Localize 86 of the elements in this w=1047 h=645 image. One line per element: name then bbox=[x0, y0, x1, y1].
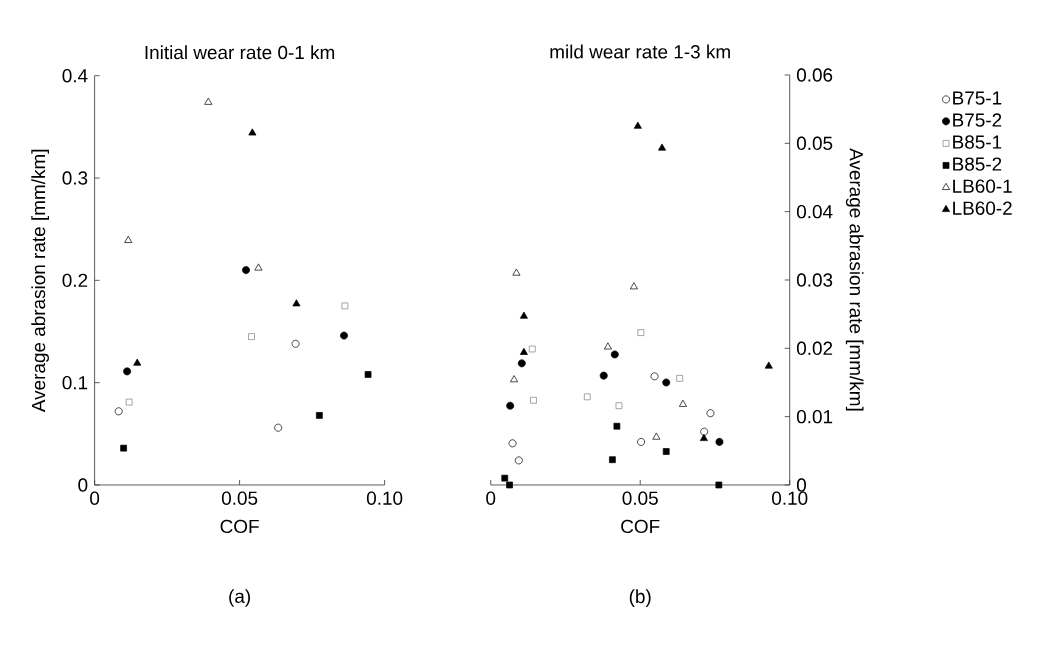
text: (a) bbox=[229, 589, 250, 607]
point bbox=[340, 331, 348, 340]
x-tick-label: 0.10 bbox=[772, 491, 808, 505]
y2-axis-title: Average abrasion rate [mm/km] bbox=[845, 148, 864, 411]
chart-title: mild wear rate 1-3 km bbox=[550, 44, 730, 59]
point bbox=[650, 372, 659, 381]
point bbox=[254, 263, 263, 271]
point bbox=[501, 474, 509, 482]
x-tick-label: 0.10 bbox=[366, 491, 403, 505]
point bbox=[706, 409, 715, 418]
point bbox=[242, 266, 250, 275]
point bbox=[514, 456, 523, 465]
point bbox=[510, 375, 519, 383]
x-tick-label: 0 bbox=[486, 491, 496, 505]
point bbox=[291, 339, 300, 348]
x-axis-title: COF bbox=[621, 519, 660, 534]
point bbox=[364, 371, 372, 378]
point bbox=[508, 439, 517, 448]
legend-label: B85-2 bbox=[953, 157, 1002, 171]
point bbox=[615, 402, 623, 410]
point bbox=[662, 378, 671, 387]
text: (b) bbox=[629, 589, 651, 607]
y2-tick-label: 0.02 bbox=[796, 341, 833, 356]
y2-tick-label: 0.05 bbox=[796, 136, 833, 151]
point bbox=[204, 97, 213, 105]
point bbox=[629, 282, 638, 290]
point bbox=[699, 433, 708, 441]
y2-tick-label: 0.06 bbox=[796, 68, 833, 82]
point bbox=[652, 432, 661, 440]
point bbox=[506, 401, 515, 410]
point bbox=[637, 438, 646, 446]
y-tick-label: 0.1 bbox=[62, 375, 88, 390]
legend-label: B75-1 bbox=[953, 91, 1002, 105]
legend-label: LB60-2 bbox=[953, 201, 1012, 215]
point bbox=[530, 396, 537, 404]
point bbox=[609, 456, 616, 464]
point bbox=[676, 375, 684, 382]
y-tick-label: 0.4 bbox=[62, 68, 88, 83]
point bbox=[125, 398, 133, 406]
point bbox=[341, 302, 349, 310]
point bbox=[764, 361, 773, 369]
x-tick-label: 0.05 bbox=[221, 491, 258, 505]
point bbox=[599, 371, 608, 380]
point bbox=[603, 342, 612, 350]
point bbox=[613, 422, 621, 430]
x-axis-title: COF bbox=[220, 519, 259, 534]
point bbox=[133, 358, 142, 366]
y-tick-label: 0 bbox=[78, 478, 88, 492]
legend-label: B75-2 bbox=[953, 113, 1002, 127]
point bbox=[637, 329, 645, 336]
y2-tick-label: 0.01 bbox=[796, 409, 833, 424]
point bbox=[506, 481, 513, 489]
y-tick-label: 0.3 bbox=[62, 171, 88, 185]
point bbox=[124, 235, 133, 243]
y-axis-title: Average abrasion rate [mm/km] bbox=[31, 149, 49, 413]
y-tick-label: 0.2 bbox=[62, 273, 88, 288]
point bbox=[658, 143, 667, 151]
point bbox=[633, 121, 642, 129]
x-tick-label: 0.05 bbox=[622, 491, 658, 505]
legend-label: LB60-1 bbox=[953, 179, 1012, 193]
point bbox=[700, 427, 709, 436]
point bbox=[292, 299, 301, 307]
point bbox=[528, 345, 536, 353]
point bbox=[114, 407, 123, 416]
point bbox=[678, 399, 687, 407]
point bbox=[120, 444, 127, 452]
point bbox=[715, 438, 724, 446]
point bbox=[316, 412, 323, 419]
point bbox=[519, 347, 528, 355]
point bbox=[583, 393, 591, 401]
point bbox=[517, 359, 526, 368]
point bbox=[248, 333, 255, 340]
point bbox=[715, 481, 723, 489]
point bbox=[123, 367, 132, 376]
point bbox=[512, 268, 521, 276]
y2-tick-label: 0 bbox=[796, 478, 806, 492]
legend-label: B85-1 bbox=[953, 135, 1002, 149]
y2-tick-label: 0.03 bbox=[796, 273, 833, 287]
point bbox=[274, 423, 283, 432]
x-tick-label: 0 bbox=[90, 491, 100, 505]
chart-title: Initial wear rate 0-1 km bbox=[145, 45, 335, 60]
point bbox=[519, 311, 528, 319]
point bbox=[662, 448, 670, 455]
point bbox=[248, 128, 257, 136]
y2-tick-label: 0.04 bbox=[796, 204, 833, 219]
point bbox=[610, 350, 619, 359]
